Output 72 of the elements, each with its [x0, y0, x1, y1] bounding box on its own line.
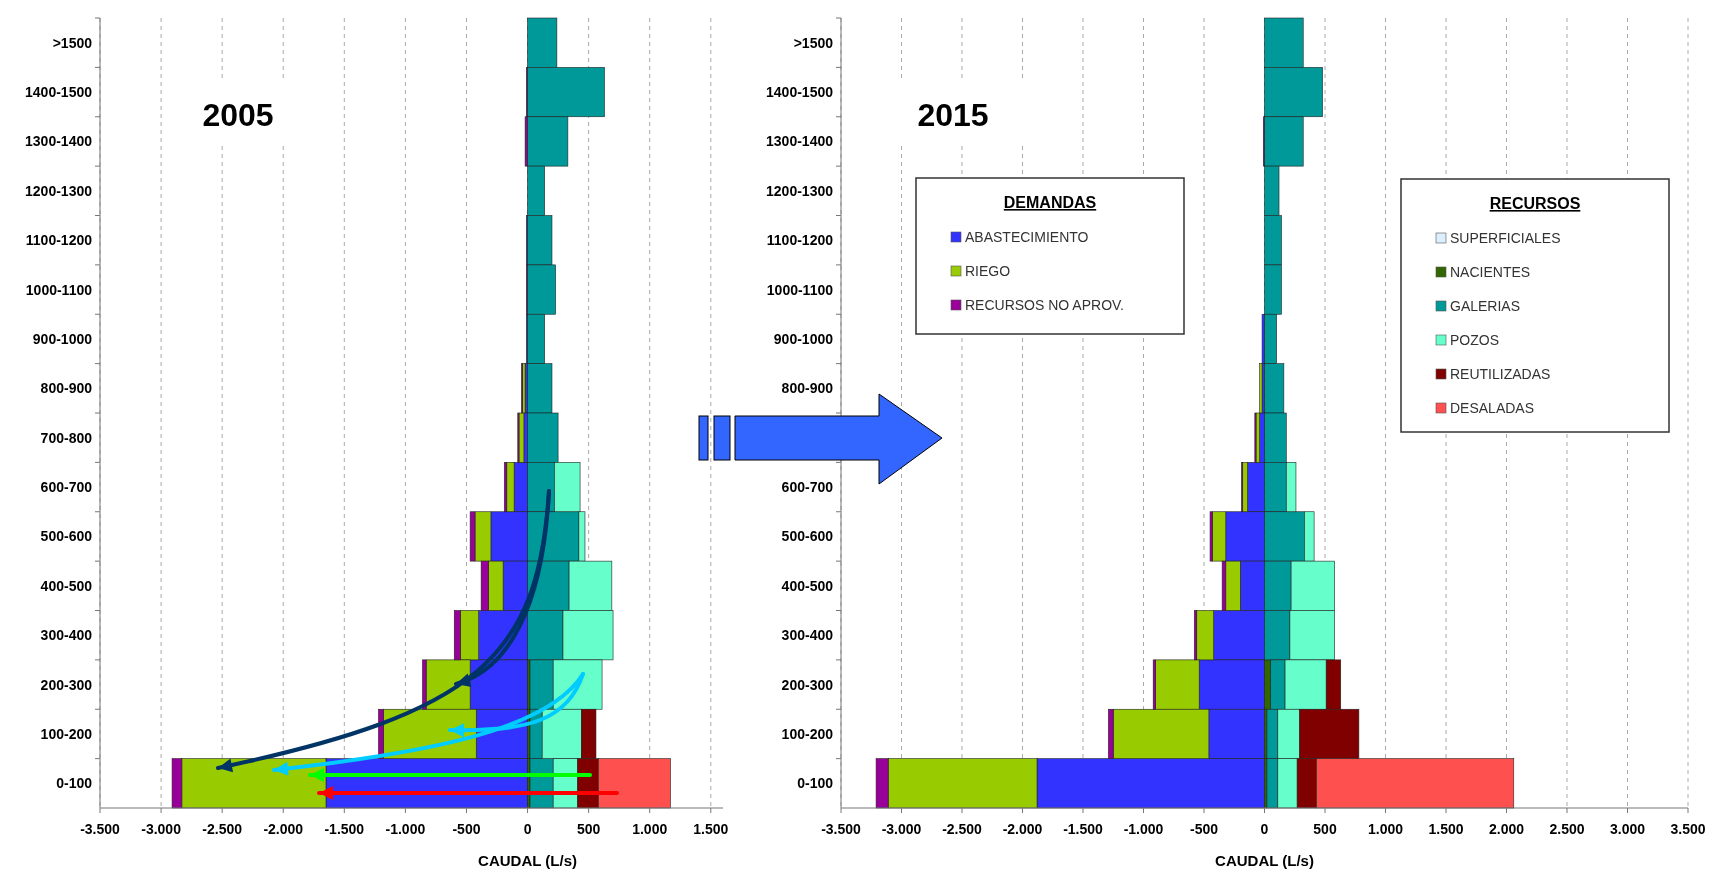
x-tick-label: 2.500 — [1549, 821, 1585, 837]
x-tick-label: -500 — [1189, 821, 1219, 837]
x-tick-label: 3.500 — [1670, 821, 1706, 837]
y-tick-label: 1400-1500 — [25, 84, 93, 101]
y-tick-label: 100-200 — [781, 725, 834, 742]
y-tick-label: 900-1000 — [773, 330, 834, 347]
x-tick-label: -2.000 — [263, 821, 304, 837]
y-tick-label: 400-500 — [40, 577, 93, 594]
annotation: DEMANDAS — [1003, 194, 1097, 211]
x-tick-label: -500 — [452, 821, 481, 837]
y-tick-label: 600-700 — [781, 479, 834, 496]
y-tick-label: 900-1000 — [32, 330, 93, 347]
text: 2015 — [917, 97, 989, 133]
legend-label: SUPERFICIALES — [1450, 230, 1561, 246]
x-tick-label: -1.500 — [324, 821, 365, 837]
y-tick-label: 1200-1300 — [25, 182, 93, 199]
y-tick-label: 100-200 — [40, 725, 93, 742]
x-tick-label: 500 — [576, 821, 601, 837]
x-tick-label: -2.500 — [202, 821, 243, 837]
x-tick-label: 0 — [523, 821, 532, 837]
y-tick-label: 1000-1100 — [766, 281, 834, 298]
y-tick-label: 1000-1100 — [25, 281, 93, 298]
y-tick-label: 1300-1400 — [25, 133, 93, 150]
legend-label: DESALADAS — [1450, 400, 1535, 416]
y-tick-label: >1500 — [52, 34, 93, 51]
legend-label: ABASTECIMIENTO — [965, 229, 1089, 245]
legend-label: RIEGO — [965, 263, 1011, 279]
legend-label: NACIENTES — [1450, 264, 1531, 280]
y-tick-label: 200-300 — [781, 676, 834, 693]
y-tick-label: 500-600 — [40, 528, 93, 545]
y-tick-label: 800-900 — [781, 380, 834, 397]
x-tick-label: 1.500 — [693, 821, 729, 837]
y-tick-label: 1100-1200 — [766, 232, 834, 249]
x-tick-label: 1.000 — [1367, 821, 1404, 837]
legend-label: POZOS — [1450, 332, 1500, 348]
y-tick-label: 400-500 — [781, 577, 834, 594]
x-axis-title: CAUDAL (L/s) — [478, 852, 577, 869]
x-tick-label: -2.500 — [942, 821, 983, 837]
x-axis-title: CAUDAL (L/s) — [1215, 852, 1314, 869]
y-tick-label: >1500 — [793, 34, 834, 51]
x-tick-label: 1.000 — [632, 821, 668, 837]
y-tick-label: 0-100 — [797, 775, 834, 792]
y-tick-label: 500-600 — [781, 528, 834, 545]
y-tick-label: 700-800 — [40, 429, 93, 446]
x-tick-label: -1.000 — [1123, 821, 1164, 837]
annotation: RECURSOS — [1489, 195, 1581, 212]
x-tick-label: 3.000 — [1609, 821, 1646, 837]
x-tick-label: 0 — [1260, 821, 1269, 837]
y-tick-label: 1400-1500 — [766, 84, 834, 101]
y-tick-label: 1200-1300 — [766, 182, 834, 199]
x-tick-label: -1.500 — [1063, 821, 1104, 837]
x-tick-label: 500 — [1313, 821, 1337, 837]
y-tick-label: 1100-1200 — [25, 232, 93, 249]
legend-label: GALERIAS — [1450, 298, 1521, 314]
y-tick-label: 0-100 — [56, 775, 93, 792]
x-tick-label: -3.500 — [80, 821, 121, 837]
legend-label: RECURSOS NO APROV. — [965, 297, 1124, 313]
x-tick-label: -3.500 — [821, 821, 862, 837]
y-tick-label: 300-400 — [781, 627, 834, 644]
x-tick-label: -3.000 — [141, 821, 182, 837]
x-tick-label: -3.000 — [881, 821, 922, 837]
y-tick-label: 1300-1400 — [766, 133, 834, 150]
y-tick-label: 600-700 — [40, 479, 93, 496]
y-tick-label: 800-900 — [40, 380, 93, 397]
y-tick-label: 300-400 — [40, 627, 93, 644]
x-tick-label: -2.000 — [1002, 821, 1043, 837]
legend-label: REUTILIZADAS — [1450, 366, 1551, 382]
x-tick-label: 2.000 — [1488, 821, 1525, 837]
x-tick-label: 1.500 — [1428, 821, 1464, 837]
x-tick-label: -1.000 — [385, 821, 426, 837]
text: 2005 — [202, 97, 274, 133]
y-tick-label: 200-300 — [40, 676, 93, 693]
